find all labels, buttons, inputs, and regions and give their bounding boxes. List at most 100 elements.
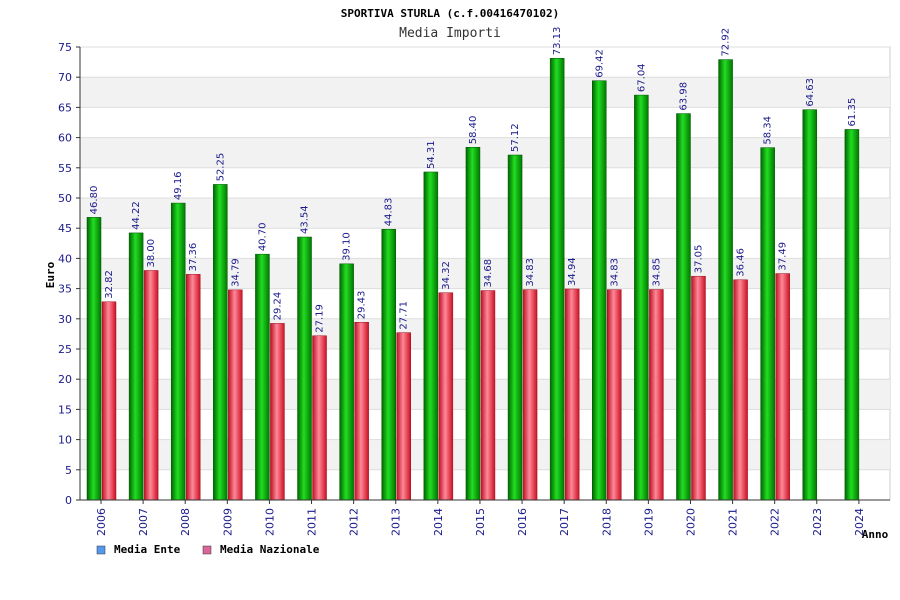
data-label: 43.54 [300,205,311,234]
bar-media-ente-2011 [297,236,312,501]
data-label: 64.63 [805,78,816,107]
bar-media-nazionale-2014 [438,292,454,501]
y-tick-label: 45 [58,222,72,235]
data-label: 58.34 [763,116,774,145]
y-tick-label: 20 [58,373,72,386]
y-tick-label: 40 [58,252,72,265]
legend-label: Media Ente [114,543,181,556]
data-label: 27.19 [315,304,326,333]
data-label: 29.24 [272,292,283,321]
bar-media-ente-2009 [213,184,228,501]
x-axis: 2006 2007 2008 2009 2010 2011 2012 2013 2014 2015… [80,499,890,536]
y-axis: 0 5 10 15 20 25 30 35 40 45 50 55 60 65 70 75 [58,41,81,507]
bar-media-ente-2010 [255,253,270,501]
data-label: 52.25 [215,153,226,182]
data-label: 34.68 [483,259,494,288]
y-tick-label: 0 [65,494,72,507]
data-label: 67.04 [636,63,647,92]
bar-media-nazionale-2012 [354,321,369,501]
x-tick-label: 2021 [727,508,740,536]
data-label: 40.70 [257,223,268,252]
bar-media-nazionale-2013 [396,332,411,501]
data-label: 72.92 [721,28,732,57]
bar-media-ente-2022 [760,147,775,501]
data-label: 34.83 [525,258,536,287]
data-label: 36.46 [736,248,747,277]
data-label: 34.32 [441,261,452,290]
bar-media-nazionale-2022 [775,273,790,501]
data-label: 69.42 [594,49,605,78]
legend-swatch [202,545,212,555]
data-label: 63.98 [678,82,689,111]
x-tick-label: 2016 [516,508,529,536]
data-label: 37.05 [693,245,704,274]
bar-media-nazionale-2021 [733,279,748,501]
data-label: 38.00 [146,239,157,268]
x-tick-label: 2013 [390,508,403,536]
y-tick-label: 35 [58,283,72,296]
chart-subtitle: Media Importi [399,26,501,41]
y-tick-label: 50 [58,192,72,205]
x-tick-label: 2008 [179,508,192,536]
bar-media-nazionale-2019 [649,289,664,501]
bar-media-ente-2006 [86,217,102,501]
y-tick-label: 25 [58,343,72,356]
bar-media-ente-2018 [592,80,607,501]
bar-media-nazionale-2020 [691,275,706,501]
x-tick-label: 2018 [600,508,613,536]
legend: Media Ente Media Nazionale [96,543,320,556]
bar-media-nazionale-2007 [143,270,159,501]
data-label: 32.82 [104,270,115,299]
bar-media-nazionale-2008 [185,274,201,501]
bar-media-nazionale-2016 [522,289,538,501]
bar-media-ente-2008 [170,202,186,501]
data-label: 49.16 [173,171,184,200]
y-axis-label: Euro [44,261,57,288]
data-label: 29.43 [357,291,368,320]
x-tick-label: 2024 [853,508,866,536]
x-tick-label: 2012 [348,508,361,536]
bar-media-ente-2014 [423,171,439,501]
y-tick-label: 70 [58,71,72,84]
bar-media-ente-2017 [549,58,565,501]
x-tick-label: 2007 [137,508,150,536]
data-label: 37.36 [188,243,199,272]
bar-media-ente-2020 [676,113,691,501]
y-tick-label: 5 [65,464,72,477]
grid-band [80,137,890,168]
x-tick-label: 2022 [769,508,782,536]
data-label: 61.35 [847,98,858,127]
x-tick-label: 2017 [558,508,571,536]
data-label: 73.13 [552,27,563,56]
bar-media-ente-2012 [339,263,354,501]
y-tick-label: 65 [58,101,72,114]
legend-item-media-nazionale: Media Nazionale [202,543,320,556]
data-label: 54.31 [426,140,437,169]
data-label: 34.79 [230,258,241,287]
bar-media-ente-2024 [844,129,860,501]
bar-media-nazionale-2011 [312,335,327,501]
x-axis-label: Anno [862,528,889,541]
y-tick-label: 30 [58,313,72,326]
data-label: 57.12 [510,123,521,152]
bar-media-ente-2013 [381,228,396,501]
bar-media-nazionale-2015 [480,290,496,501]
x-tick-label: 2015 [474,508,487,536]
legend-label: Media Nazionale [220,543,320,556]
y-tick-label: 55 [58,162,72,175]
bar-media-ente-2023 [802,109,818,501]
bar-media-ente-2021 [718,59,733,501]
data-label: 58.40 [468,116,479,145]
grid-band [80,77,890,108]
bar-media-nazionale-2006 [101,301,117,501]
data-label: 34.85 [651,258,662,287]
x-tick-label: 2006 [95,508,108,536]
bar-media-ente-2007 [128,232,144,501]
x-tick-label: 2014 [432,508,445,536]
bar-media-ente-2016 [507,154,523,501]
data-label: 37.49 [778,242,789,271]
bar-media-nazionale-2017 [564,288,580,501]
x-tick-label: 2020 [684,508,697,536]
y-tick-label: 60 [58,132,72,145]
bar-media-nazionale-2009 [228,289,243,501]
